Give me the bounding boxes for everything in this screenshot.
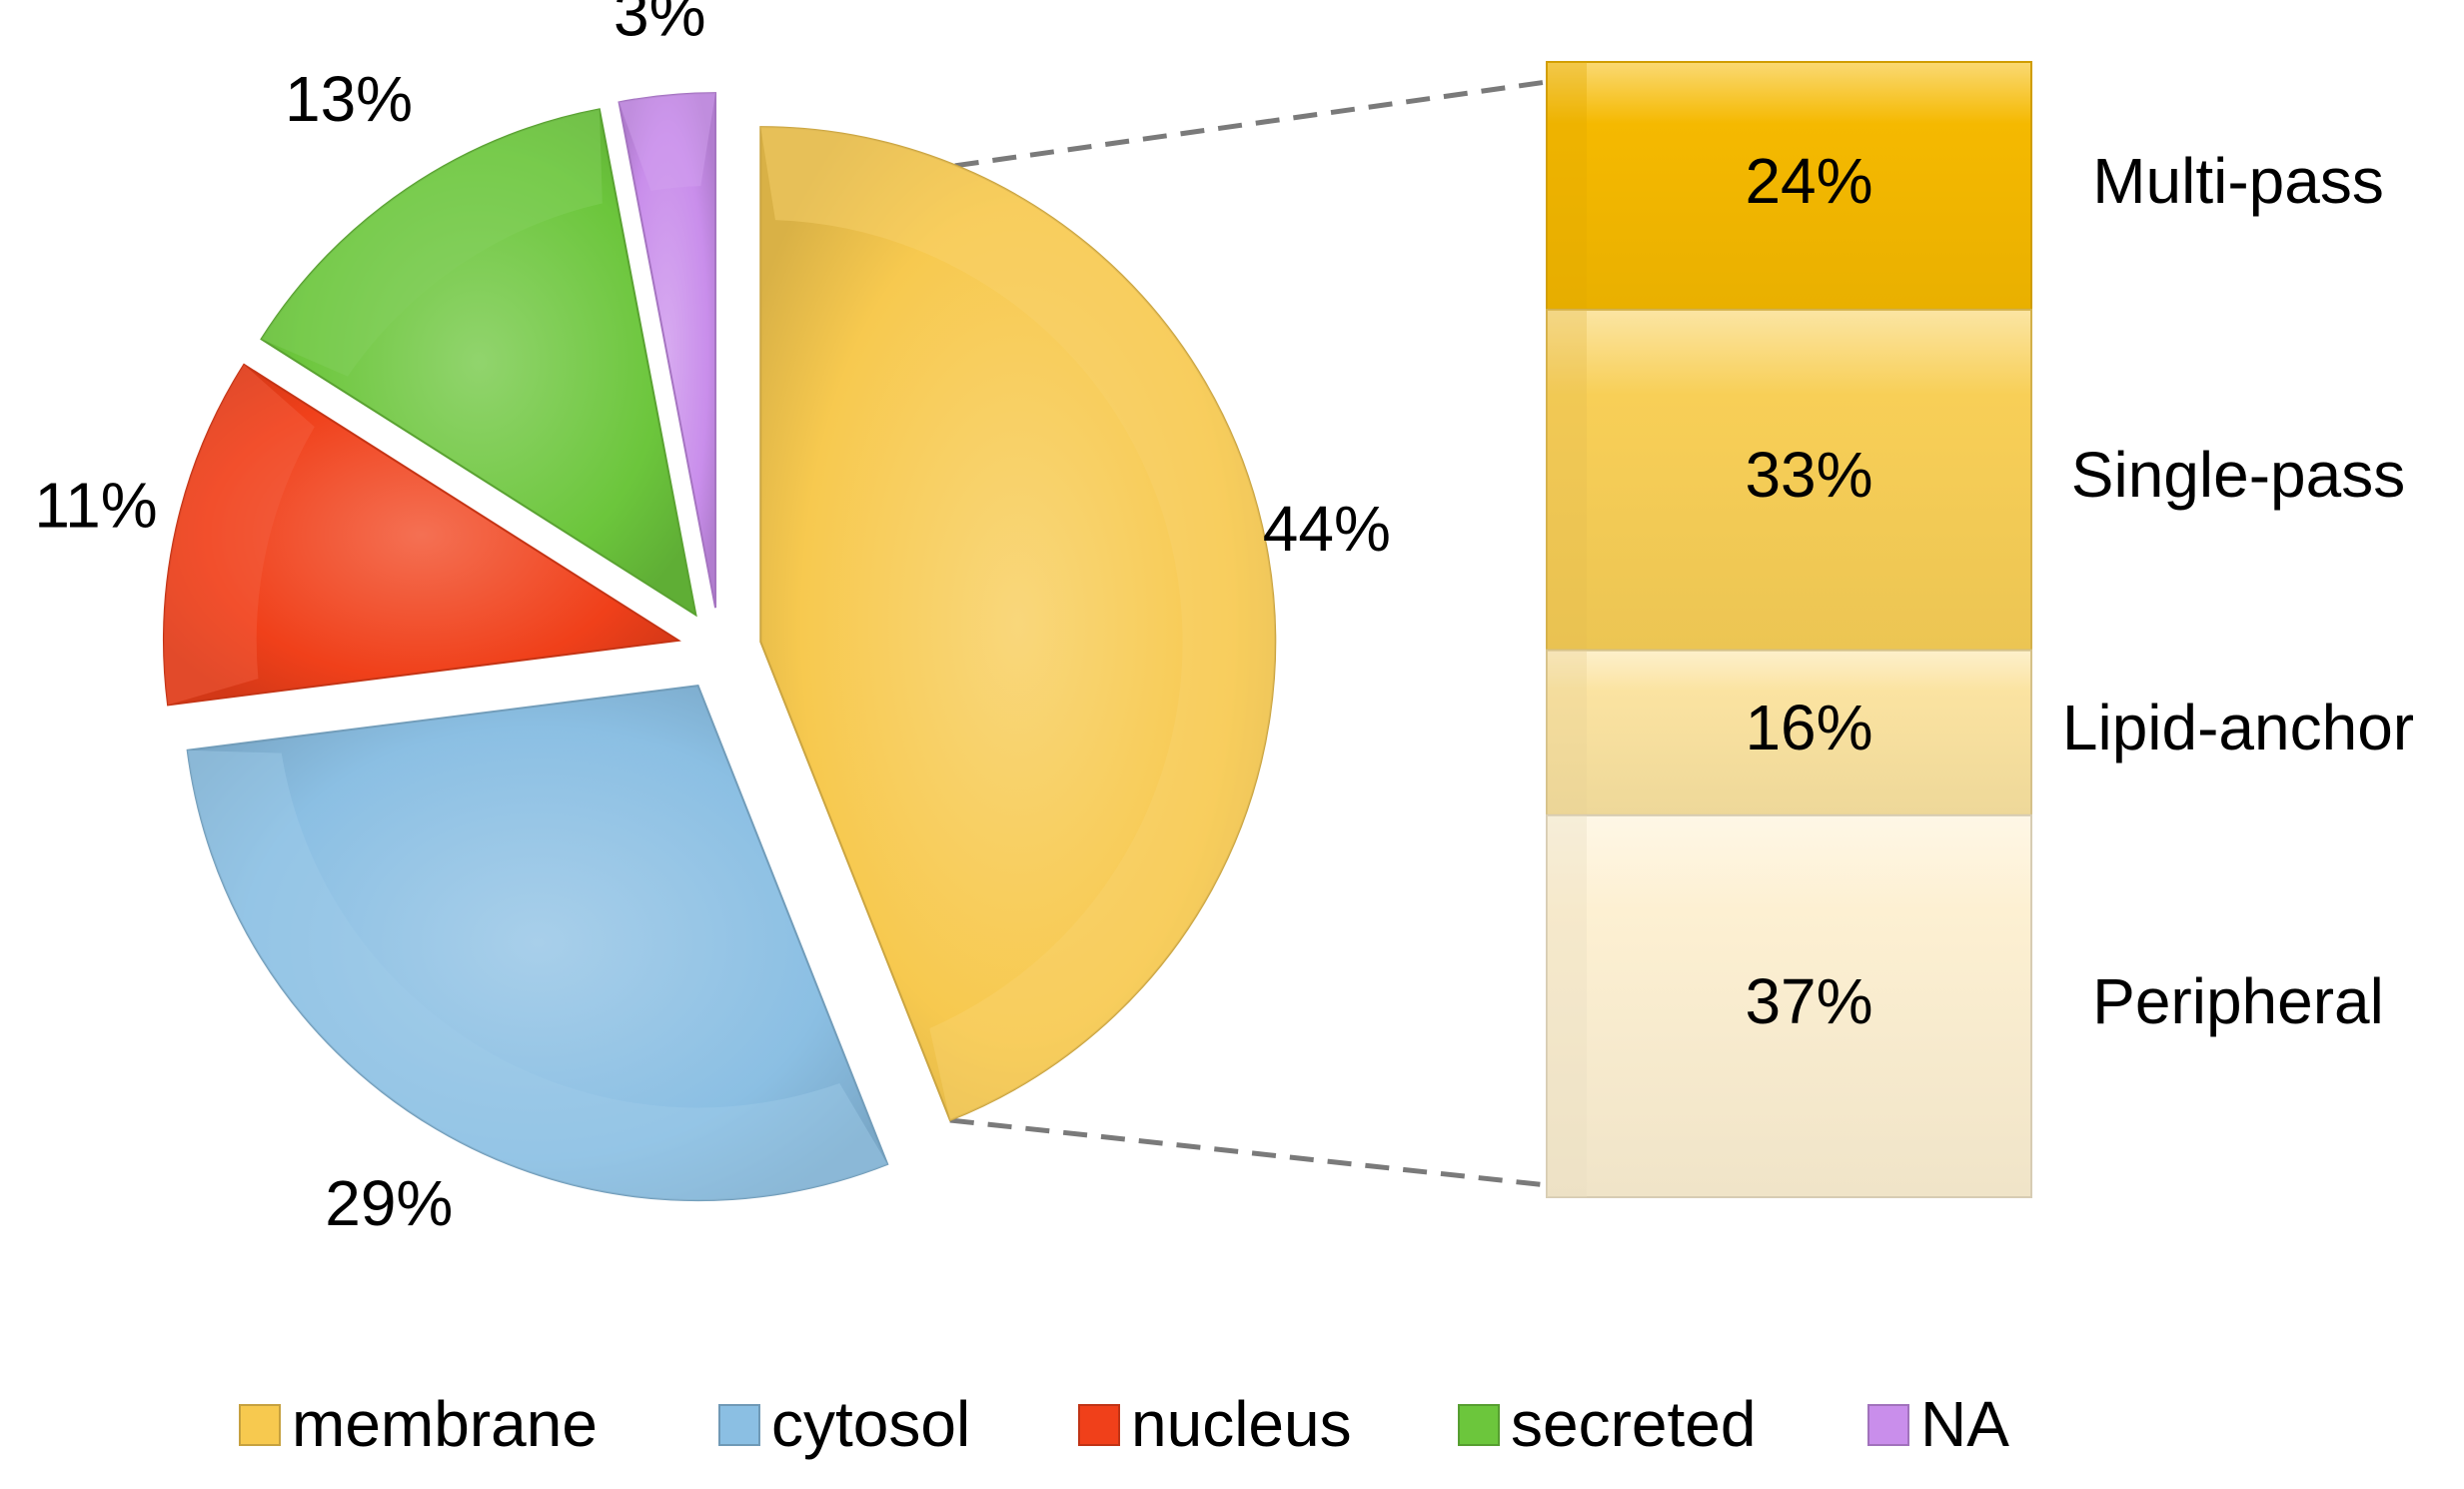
connector-line-bottom	[949, 1117, 1548, 1188]
bar-value-single-pass: 33%	[1745, 439, 1872, 511]
bar-segment-bevel-single-pass	[1547, 309, 1587, 651]
pie-slice-cytosol	[186, 685, 889, 1202]
bar-segment-bevel-lipid-anchor	[1547, 650, 1587, 815]
pie-slice-bevel-secreted	[261, 109, 603, 377]
pie-label-membrane: 44%	[1263, 493, 1391, 565]
bar-segment-peripheral	[1546, 813, 2032, 1199]
bar-segment-single-pass	[1546, 308, 2032, 652]
legend-label-secreted: secreted	[1511, 1388, 1756, 1460]
pie-label-nucleus: 11%	[34, 469, 157, 541]
bar-category-lipid-anchor: Lipid-anchor	[2062, 692, 2414, 763]
pie-slice-secreted	[260, 108, 697, 618]
legend: membrane cytosol nucleus secreted NA	[239, 1388, 2009, 1460]
bar-segment-bevel-multi-pass	[1547, 62, 1587, 310]
breakdown-bar: 24% Multi-pass 33% Single-pass 16% Lipid-anch…	[1546, 61, 2414, 1199]
legend-swatch-cytosol	[718, 1404, 760, 1446]
bar-value-peripheral: 37%	[1745, 965, 1872, 1037]
bar-segment-bevel-peripheral	[1547, 814, 1587, 1197]
bar-category-peripheral: Peripheral	[2092, 965, 2384, 1037]
pie-label-na: 3%	[614, 0, 706, 49]
bar-value-multi-pass: 24%	[1745, 145, 1872, 217]
pie-label-secreted: 13%	[285, 63, 413, 135]
legend-swatch-secreted	[1458, 1404, 1500, 1446]
legend-swatch-nucleus	[1078, 1404, 1120, 1446]
legend-label-cytosol: cytosol	[771, 1388, 970, 1460]
pie-slice-membrane	[759, 126, 1277, 1122]
pie-slice-nucleus	[163, 363, 681, 707]
bar-segment-lipid-anchor	[1546, 649, 2032, 816]
pie-slice-bevel-membrane	[760, 127, 1276, 1120]
bar-segment-multi-pass	[1546, 61, 2032, 311]
pie-labels: 44% 29% 11% 13% 3%	[34, 0, 1391, 1239]
legend-swatch-na	[1867, 1404, 1909, 1446]
pie-slice-na	[617, 92, 717, 609]
pie-slice-bevel-na	[618, 93, 716, 191]
bar-category-single-pass: Single-pass	[2071, 439, 2405, 511]
pie	[163, 92, 1277, 1202]
legend-label-na: NA	[1920, 1388, 2009, 1460]
legend-label-nucleus: nucleus	[1131, 1388, 1352, 1460]
bar-category-multi-pass: Multi-pass	[2092, 145, 2384, 217]
pie-slice-bevel-cytosol	[187, 749, 888, 1201]
bar-value-lipid-anchor: 16%	[1745, 692, 1872, 763]
pie-label-cytosol: 29%	[325, 1167, 453, 1239]
legend-label-membrane: membrane	[292, 1388, 598, 1460]
pie-slice-bevel-nucleus	[164, 364, 315, 706]
legend-swatch-membrane	[239, 1404, 281, 1446]
